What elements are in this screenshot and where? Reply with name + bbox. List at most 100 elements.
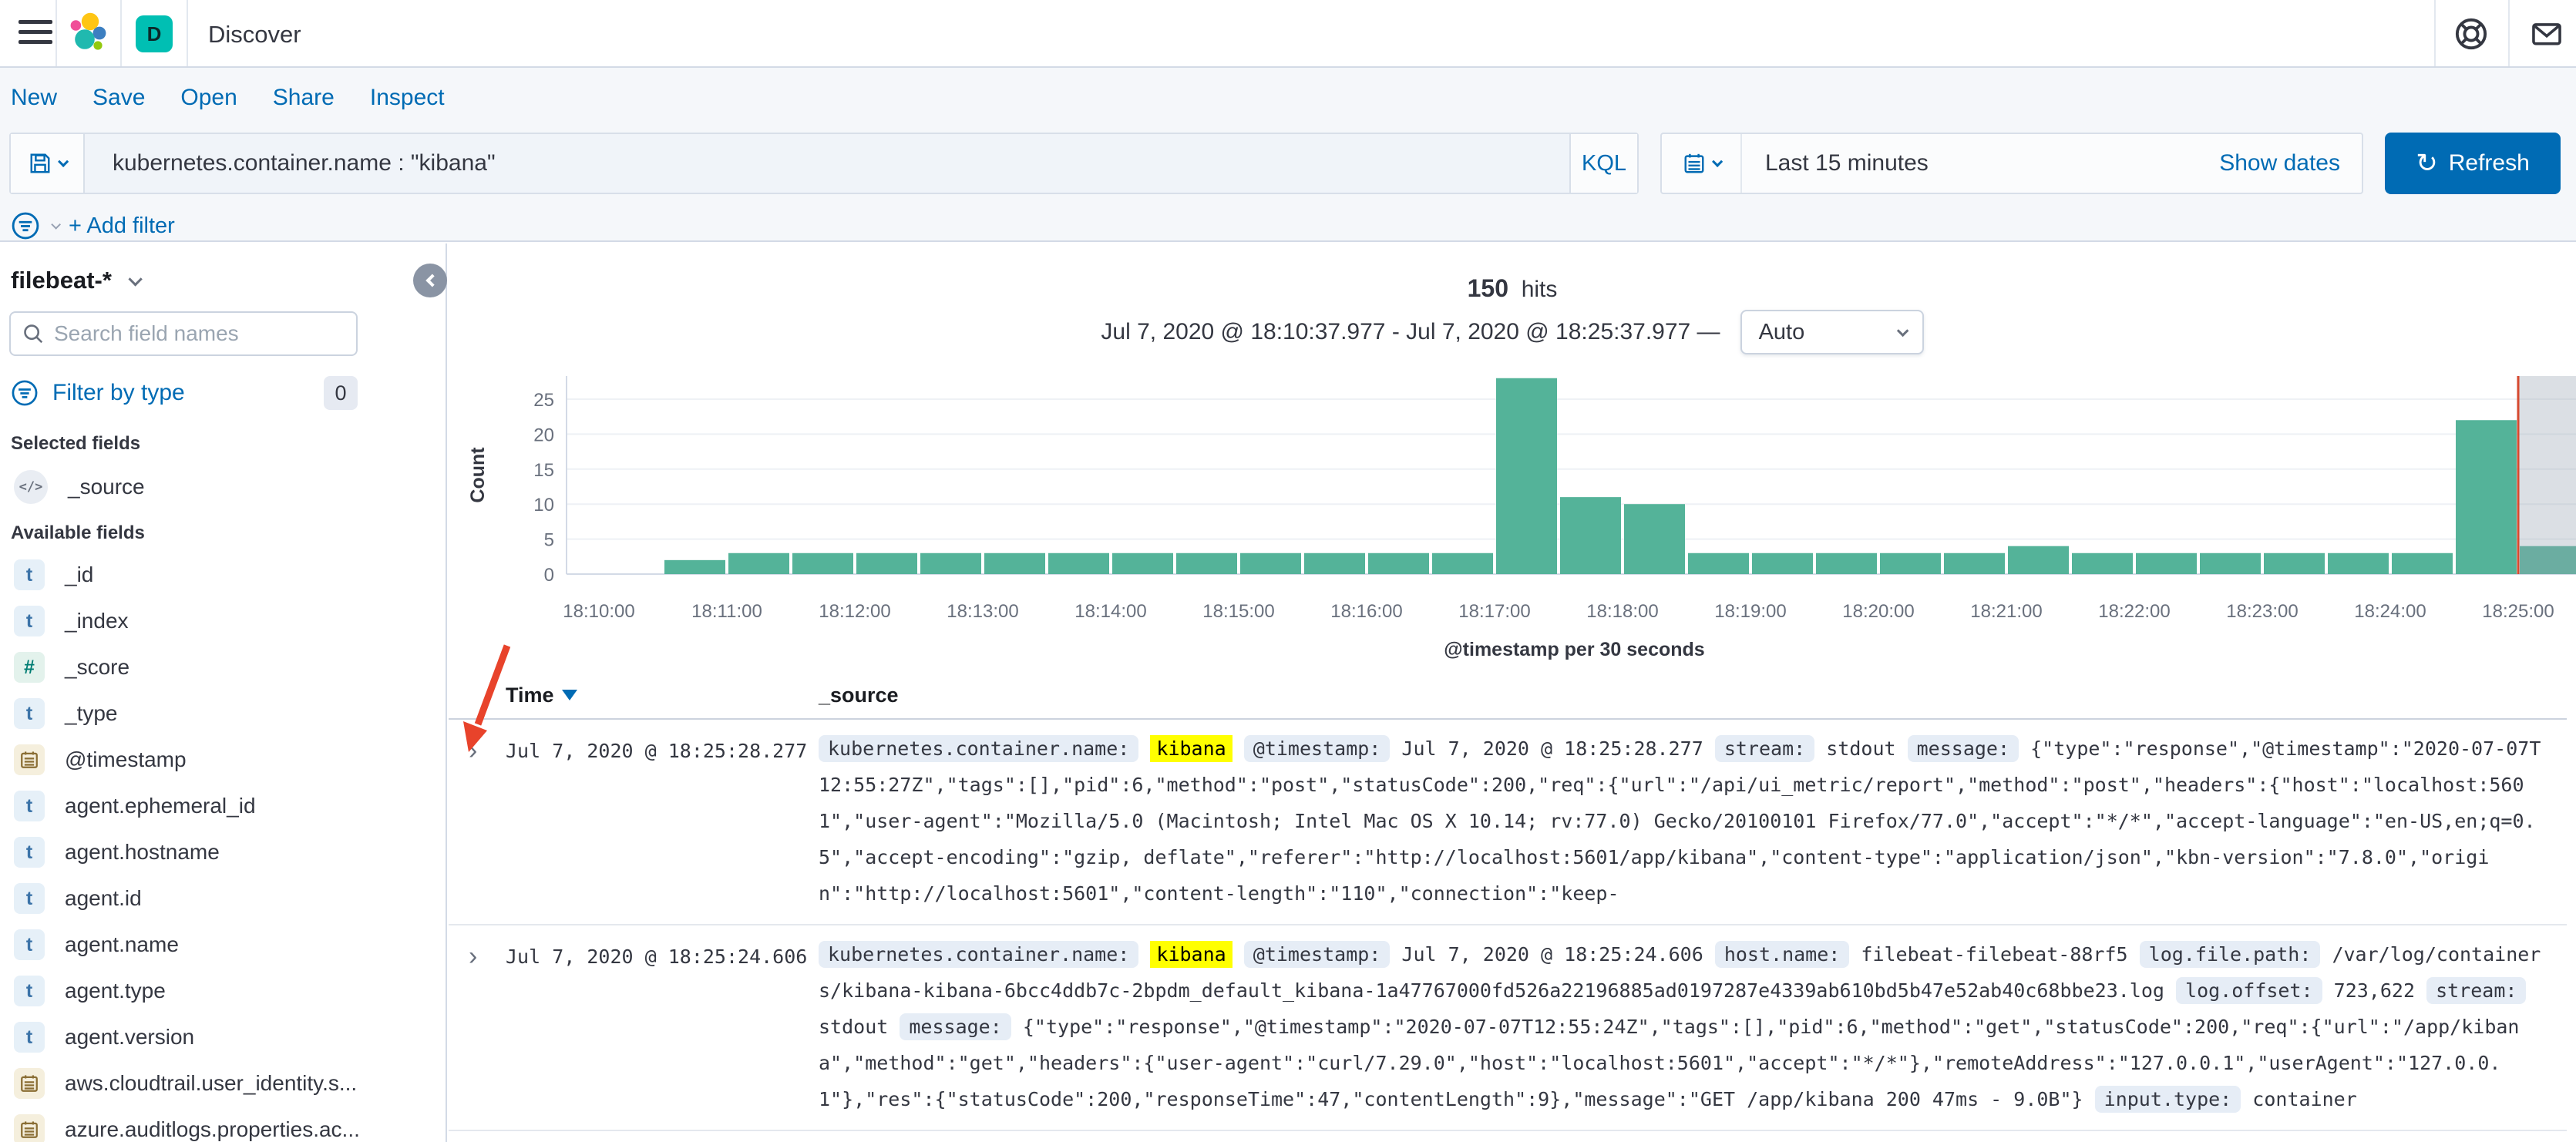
sort-descending-icon[interactable] <box>561 690 577 700</box>
svg-text:18:13:00: 18:13:00 <box>947 601 1018 622</box>
source-type-icon: </> <box>14 470 48 504</box>
menu-item-inspect[interactable]: Inspect <box>369 85 445 110</box>
histogram-bar-18:22:00 <box>2136 553 2197 574</box>
field-name-badge: log.offset: <box>2176 977 2322 1004</box>
field-search-input[interactable] <box>54 321 308 346</box>
chevron-down-icon <box>128 271 143 287</box>
histogram-bar-18:21:30 <box>2072 553 2133 574</box>
date-type-icon <box>14 744 45 775</box>
field-name: agent.version <box>65 1025 195 1049</box>
string-type-icon: t <box>14 837 45 868</box>
source-text: Jul 7, 2020 @ 18:25:28.277 <box>1401 737 1703 760</box>
selected-fields-heading: Selected fields <box>11 433 141 454</box>
calendar-icon <box>1684 153 1704 173</box>
filter-by-type-control[interactable]: Filter by type 0 <box>11 376 358 410</box>
collapse-sidebar-button[interactable] <box>413 264 447 297</box>
field-item-_score[interactable]: # _score <box>0 644 432 690</box>
help-icon[interactable] <box>2454 17 2488 51</box>
histogram-bar-18:23:00 <box>2264 553 2325 574</box>
field-item-agent.id[interactable]: t agent.id <box>0 875 432 922</box>
svg-text:18:20:00: 18:20:00 <box>1842 601 1914 622</box>
refresh-button[interactable]: ↻ Refresh <box>2385 133 2561 194</box>
histogram-chart[interactable]: 0 5 10 15 20 25 18:10:00 18:11:00 18:12:00 18:13:… <box>449 351 2576 674</box>
svg-text:5: 5 <box>544 530 554 551</box>
saved-query-menu-button[interactable] <box>11 134 85 193</box>
string-type-icon: t <box>14 791 45 821</box>
query-language-switcher[interactable]: KQL <box>1569 134 1637 193</box>
field-item-azure.auditlogs.properties.ac...[interactable]: azure.auditlogs.properties.ac... <box>0 1107 432 1142</box>
field-name: agent.id <box>65 886 142 910</box>
y-axis-title: Count <box>467 447 489 503</box>
field-item-agent.hostname[interactable]: t agent.hostname <box>0 829 432 875</box>
field-name-badge: message: <box>1907 735 2019 762</box>
newsfeed-envelope-icon[interactable] <box>2530 17 2564 51</box>
field-name: agent.type <box>65 979 166 1003</box>
discover-menu-bar: New Save Open Share Inspect <box>11 85 445 111</box>
chevron-down-icon <box>51 219 61 230</box>
table-body: › Jul 7, 2020 @ 18:25:28.277 kubernetes.co… <box>449 720 2567 1131</box>
date-picker-calendar-button[interactable] <box>1662 134 1742 193</box>
interval-select[interactable]: Auto <box>1740 310 1924 354</box>
histogram-bar-18:11:30 <box>792 553 853 574</box>
histogram-svg: 0 5 10 15 20 25 18:10:00 18:11:00 18:12:00 18:13:… <box>467 376 2576 660</box>
discover-app-badge[interactable]: D <box>136 15 173 52</box>
available-fields-list: t _id t _index # _score t _type @timestamp t agent… <box>0 552 432 1142</box>
time-range-line: Jul 7, 2020 @ 18:10:37.977 - Jul 7, 2020… <box>449 310 2576 354</box>
field-name: aws.cloudtrail.user_identity.s... <box>65 1071 358 1095</box>
date-type-icon <box>14 1114 45 1142</box>
filter-icon[interactable] <box>11 211 40 240</box>
menu-item-open[interactable]: Open <box>180 85 237 110</box>
histogram-bar-18:22:30 <box>2200 553 2261 574</box>
histogram-bar-18:14:30 <box>1176 553 1237 574</box>
field-item-_id[interactable]: t _id <box>0 552 432 598</box>
add-filter-button[interactable]: + Add filter <box>69 213 175 238</box>
hamburger-menu-icon[interactable] <box>18 20 52 48</box>
index-pattern-switcher[interactable]: filebeat-* <box>11 267 143 294</box>
time-range-value[interactable]: Last 15 minutes <box>1765 150 1929 176</box>
field-item-agent.name[interactable]: t agent.name <box>0 922 432 968</box>
histogram-bar-18:16:00 <box>1368 553 1429 574</box>
chevron-down-icon <box>1712 156 1723 167</box>
query-input[interactable]: kubernetes.container.name : "kibana" <box>113 150 496 176</box>
histogram-bar-18:11:00 <box>728 553 789 574</box>
field-item-agent.version[interactable]: t agent.version <box>0 1014 432 1060</box>
svg-text:18:23:00: 18:23:00 <box>2226 601 2298 622</box>
field-item-aws.cloudtrail.user_identity.s...[interactable]: aws.cloudtrail.user_identity.s... <box>0 1060 432 1107</box>
svg-text:18:16:00: 18:16:00 <box>1330 601 1402 622</box>
time-column-header[interactable]: Time <box>506 684 819 707</box>
menu-item-share[interactable]: Share <box>272 85 335 110</box>
field-item-_type[interactable]: t _type <box>0 690 432 737</box>
menu-item-save[interactable]: Save <box>92 85 146 110</box>
string-type-icon: t <box>14 1022 45 1053</box>
source-text: stdout <box>819 1016 889 1038</box>
show-dates-button[interactable]: Show dates <box>2219 150 2340 176</box>
field-item-@timestamp[interactable]: @timestamp <box>0 737 432 783</box>
source-text: Jul 7, 2020 @ 18:25:24.606 <box>1401 943 1703 966</box>
field-item-agent.type[interactable]: t agent.type <box>0 968 432 1014</box>
divider <box>2508 0 2510 66</box>
field-item-_source[interactable]: </> _source <box>0 464 432 510</box>
row-1-expand-toggle[interactable]: › <box>469 736 478 765</box>
field-name-badge: log.file.path: <box>2139 941 2321 968</box>
filter-bar: + Add filter <box>11 211 175 240</box>
source-text: {"type":"response","@timestamp":"2020-07… <box>819 737 2541 905</box>
elastic-logo[interactable] <box>68 12 108 55</box>
menu-item-new[interactable]: New <box>11 85 58 110</box>
row-2-expand-toggle[interactable]: › <box>469 942 478 971</box>
histogram-bar-18:25:00 <box>2520 546 2576 574</box>
field-name: _id <box>65 563 94 586</box>
hits-count-line: 150 hits <box>449 274 2576 303</box>
chart-time-range: Jul 7, 2020 @ 18:10:37.977 - Jul 7, 2020… <box>1101 319 1720 344</box>
documents-table: Time _source › Jul 7, 2020 @ 18:25:28.277… <box>449 672 2567 1131</box>
svg-text:0: 0 <box>544 565 554 586</box>
date-picker: Last 15 minutes Show dates <box>1660 133 2363 194</box>
index-pattern-name: filebeat-* <box>11 267 112 294</box>
field-item-_index[interactable]: t _index <box>0 598 432 644</box>
refresh-icon: ↻ <box>2416 149 2438 178</box>
field-item-agent.ephemeral_id[interactable]: t agent.ephemeral_id <box>0 783 432 829</box>
table-header-row: Time _source <box>449 672 2567 720</box>
source-text: 723,622 <box>2333 979 2416 1002</box>
table-row: › Jul 7, 2020 @ 18:25:24.606 kubernetes.co… <box>449 925 2567 1131</box>
selected-fields-list: </> _source <box>0 464 432 510</box>
field-sidebar: filebeat-* Filter by type 0 Selected fie… <box>0 244 447 1142</box>
